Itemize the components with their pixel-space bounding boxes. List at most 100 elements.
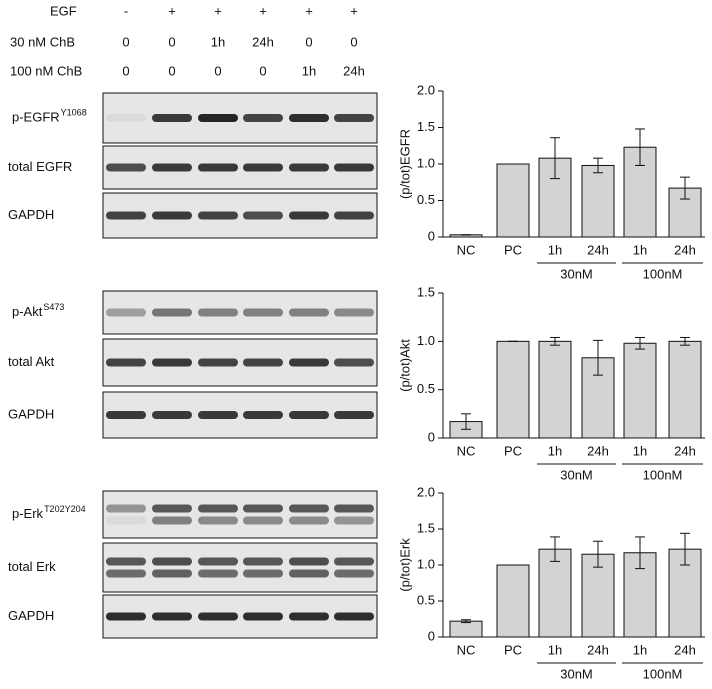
blot-band [243, 308, 283, 317]
blot-band [152, 411, 192, 419]
y-tick-label: 0.5 [417, 592, 435, 607]
blot-band [334, 569, 374, 578]
x-tick-label: NC [457, 642, 476, 657]
x-tick-label: PC [504, 642, 522, 657]
treatment-value: - [124, 3, 128, 18]
blot-band [289, 308, 329, 317]
blot-band [289, 411, 329, 419]
blot-label-superscript: T202Y204 [44, 504, 86, 514]
error-bar [635, 336, 645, 350]
error-bar [680, 532, 690, 566]
treatment-value: + [259, 3, 267, 18]
error-bar [461, 413, 471, 430]
blot-band [243, 114, 283, 122]
blot-band [152, 516, 192, 525]
blot-band [289, 211, 329, 220]
blot-band [198, 569, 238, 578]
treatment-value: 24h [252, 34, 274, 49]
y-tick-label: 2.0 [417, 484, 435, 499]
treatment-label: 100 nM ChB [10, 63, 82, 78]
blot-panel [102, 338, 378, 387]
x-tick-label: PC [504, 242, 522, 257]
bar [581, 553, 615, 638]
error-bar [550, 536, 560, 562]
bar [496, 564, 530, 638]
treatment-value: 0 [350, 34, 357, 49]
y-tick-label: 1.0 [417, 155, 435, 170]
blot-panel [102, 542, 378, 593]
blot-band [106, 569, 146, 578]
blot-band [334, 411, 374, 419]
blot-band [289, 163, 329, 172]
y-tick-label: 1.5 [417, 119, 435, 134]
blot-band [106, 163, 146, 172]
blot-label: p-Akt [12, 304, 43, 319]
blot-band [289, 516, 329, 525]
y-tick-label: 0 [428, 628, 435, 643]
blot-band [334, 557, 374, 566]
x-tick-label: 24h [587, 642, 609, 657]
treatment-value: 0 [122, 63, 129, 78]
error-bar [680, 176, 690, 200]
x-tick-label: 1h [633, 242, 647, 257]
blot-band [152, 612, 192, 621]
blot-band [243, 504, 283, 513]
x-tick-label: 24h [674, 642, 696, 657]
bar [623, 342, 657, 439]
y-tick-label: 0 [428, 429, 435, 444]
blot-band [106, 516, 146, 525]
blot-band [243, 557, 283, 566]
blot-band [334, 504, 374, 513]
treatment-value: 0 [259, 63, 266, 78]
blot-band [152, 358, 192, 367]
error-bar [593, 339, 603, 376]
blot-band [106, 411, 146, 419]
treatment-value: + [305, 3, 313, 18]
blot-band [198, 411, 238, 419]
blot-band [198, 504, 238, 513]
blot-band [334, 308, 374, 317]
y-tick-label: 0 [428, 228, 435, 243]
blot-panel [102, 490, 378, 539]
blot-band [289, 569, 329, 578]
blot-band [152, 557, 192, 566]
blot-label: total Akt [8, 354, 55, 369]
treatment-value: 24h [343, 63, 365, 78]
blot-band [152, 163, 192, 172]
blot-panel [102, 92, 378, 144]
treatment-value: 0 [168, 63, 175, 78]
bar [496, 163, 530, 238]
blot-label: GAPDH [8, 608, 54, 623]
blot-band [243, 569, 283, 578]
blot-label: GAPDH [8, 406, 54, 421]
blot-band [289, 358, 329, 367]
treatment-value: + [168, 3, 176, 18]
y-tick-label: 1.0 [417, 333, 435, 348]
blot-label: total Erk [8, 559, 56, 574]
blot-band [106, 211, 146, 220]
error-bar [550, 336, 560, 346]
x-tick-label: NC [457, 443, 476, 458]
bar [496, 340, 530, 439]
blot-band [106, 504, 146, 513]
blot-band [243, 211, 283, 220]
x-tick-label: 1h [548, 642, 562, 657]
x-tick-label: 1h [548, 443, 562, 458]
blot-band [289, 114, 329, 122]
blot-band [334, 163, 374, 172]
treatment-value: 1h [211, 34, 225, 49]
group-label: 100nM [643, 266, 683, 281]
blot-label: p-Erk [12, 506, 44, 521]
blot-band [243, 516, 283, 525]
bar [581, 164, 615, 238]
blot-band [243, 163, 283, 172]
x-tick-label: 24h [674, 242, 696, 257]
group-label: 100nM [643, 467, 683, 482]
treatment-value: 1h [302, 63, 316, 78]
bar [538, 340, 572, 439]
error-bar [635, 128, 645, 166]
blot-label-superscript: Y1068 [61, 107, 87, 117]
blot-band [198, 516, 238, 525]
blot-band [334, 211, 374, 220]
